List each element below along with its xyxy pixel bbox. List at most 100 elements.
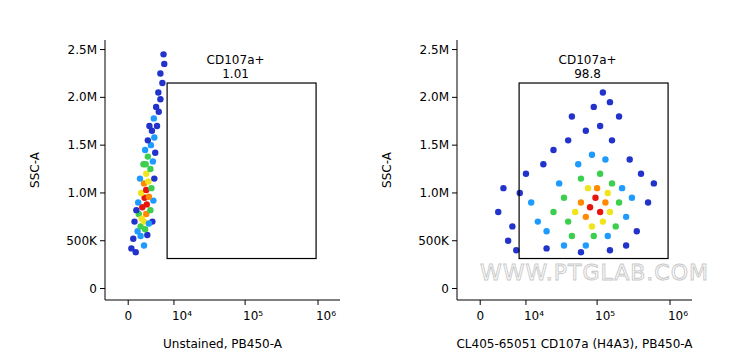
- event-point: [142, 226, 148, 232]
- x-tick-label: 0: [476, 309, 484, 323]
- event-point: [500, 185, 506, 191]
- event-point: [597, 171, 603, 177]
- x-tick: [128, 300, 129, 305]
- event-point: [142, 161, 148, 167]
- event-point: [583, 242, 589, 248]
- event-point: [131, 218, 137, 224]
- event-point: [623, 214, 629, 220]
- event-point: [600, 89, 606, 95]
- event-point: [651, 180, 657, 186]
- event-point: [591, 233, 597, 239]
- y-tick: [100, 145, 105, 146]
- x-tick: [597, 300, 598, 305]
- y-tick: [452, 97, 457, 98]
- points: [128, 51, 167, 255]
- event-point: [607, 247, 613, 253]
- event-point: [627, 156, 633, 162]
- event-point: [144, 232, 150, 238]
- event-point: [495, 209, 501, 215]
- event-point: [638, 171, 644, 177]
- y-tick-label: 0: [441, 282, 449, 296]
- event-point: [585, 185, 591, 191]
- event-point: [645, 199, 651, 205]
- event-point: [572, 209, 578, 215]
- y-axis-label: SSC-A: [28, 151, 42, 188]
- event-point: [143, 171, 149, 177]
- event-point: [594, 185, 600, 191]
- x-tick-label: 10⁴: [524, 309, 544, 323]
- event-point: [602, 199, 608, 205]
- y-tick: [452, 240, 457, 241]
- event-point: [161, 61, 167, 67]
- x-tick: [245, 300, 246, 305]
- event-point: [583, 128, 589, 134]
- event-point: [550, 209, 556, 215]
- event-point: [528, 199, 534, 205]
- event-point: [607, 99, 613, 105]
- event-point: [148, 185, 154, 191]
- y-axis-line: [105, 40, 106, 300]
- event-point: [605, 190, 611, 196]
- y-tick: [100, 288, 105, 289]
- event-point: [135, 199, 141, 205]
- x-tick-label: 10⁶: [668, 309, 688, 323]
- event-point: [145, 137, 151, 143]
- gate-label: CD107a+: [559, 53, 617, 67]
- event-point: [565, 218, 571, 224]
- y-tick-label: 1.0M: [68, 186, 97, 200]
- event-point: [575, 161, 581, 167]
- event-point: [607, 209, 613, 215]
- event-point: [141, 242, 147, 248]
- event-point: [157, 96, 163, 102]
- x-tick: [318, 300, 319, 305]
- y-tick: [452, 49, 457, 50]
- y-tick-label: 500K: [418, 234, 450, 248]
- event-point: [556, 180, 562, 186]
- x-tick-label: 10⁵: [243, 309, 263, 323]
- y-tick-label: 500K: [66, 234, 98, 248]
- x-tick-label: 10⁶: [316, 309, 336, 323]
- event-point: [613, 223, 619, 229]
- event-point: [145, 153, 151, 159]
- event-point: [600, 218, 606, 224]
- event-point: [619, 185, 625, 191]
- event-point: [561, 242, 567, 248]
- event-point: [616, 113, 622, 119]
- x-axis-line: [457, 300, 692, 301]
- event-point: [578, 175, 584, 181]
- x-tick-label: 10⁴: [172, 309, 192, 323]
- event-point: [146, 220, 152, 226]
- event-point: [151, 134, 157, 140]
- event-point: [152, 150, 158, 156]
- y-tick: [452, 288, 457, 289]
- x-axis-line: [105, 300, 340, 301]
- event-point: [578, 199, 584, 205]
- x-axis-label: Unstained, PB450-A: [163, 337, 283, 351]
- event-point: [159, 80, 165, 86]
- event-point: [605, 233, 611, 239]
- y-tick: [452, 145, 457, 146]
- event-point: [133, 249, 139, 255]
- gate-value: 1.01: [222, 67, 249, 81]
- event-point: [523, 171, 529, 177]
- event-point: [583, 214, 589, 220]
- panel: WWW.PTGLAB.COM0500K1.0M1.5M2.0M2.5M010⁴1…: [380, 40, 709, 351]
- event-point: [629, 195, 635, 201]
- event-point: [154, 123, 160, 129]
- event-point: [634, 228, 640, 234]
- event-point: [569, 233, 575, 239]
- event-point: [540, 161, 546, 167]
- event-point: [137, 175, 143, 181]
- y-tick-label: 2.5M: [420, 43, 449, 57]
- y-tick-label: 1.0M: [420, 186, 449, 200]
- y-tick: [100, 49, 105, 50]
- event-point: [157, 70, 163, 76]
- event-point: [602, 156, 608, 162]
- event-point: [589, 223, 595, 229]
- event-point: [509, 223, 515, 229]
- y-tick-label: 0: [89, 282, 97, 296]
- event-point: [543, 245, 549, 251]
- y-tick: [100, 192, 105, 193]
- gate-label: CD107a+: [207, 53, 265, 67]
- event-point: [569, 113, 575, 119]
